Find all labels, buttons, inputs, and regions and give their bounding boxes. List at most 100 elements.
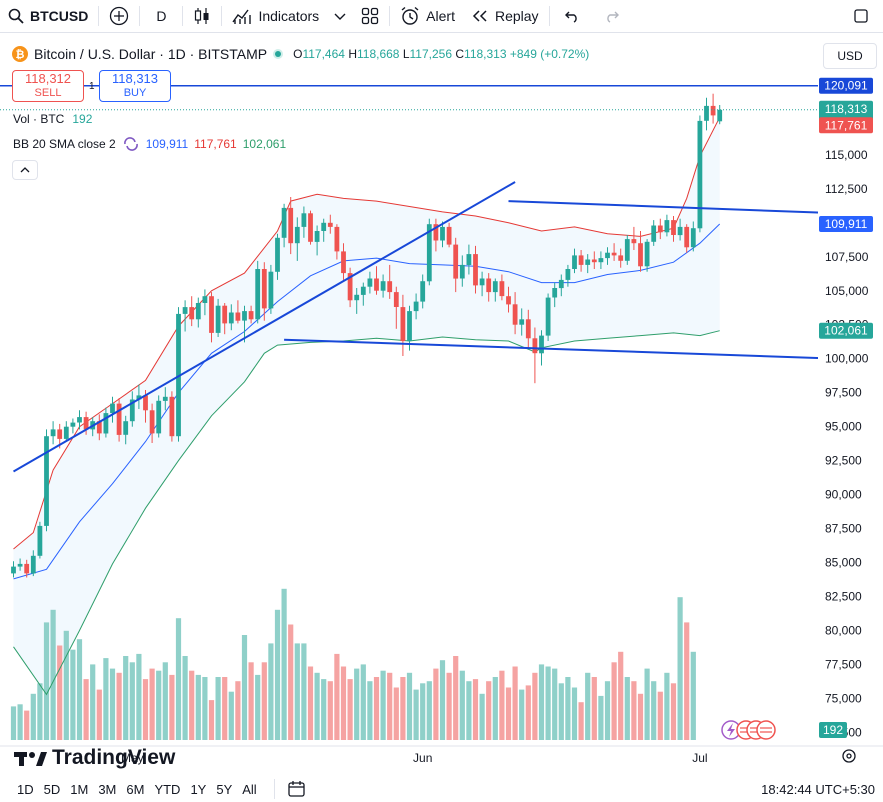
candle (578, 250, 584, 272)
range-ytd[interactable]: YTD (154, 781, 181, 797)
candle (638, 231, 643, 272)
indicator-templates-button[interactable] (327, 0, 353, 32)
rewind-icon (472, 10, 487, 22)
replay-button[interactable]: Replay (463, 0, 547, 32)
volume-bar (380, 670, 386, 740)
sell-button[interactable]: 118,312 SELL (12, 70, 84, 102)
candle (413, 293, 419, 320)
trendline (13, 181, 516, 473)
bb-upper-line (13, 117, 721, 550)
range-5y[interactable]: 5Y (216, 781, 233, 797)
candle (519, 308, 525, 336)
range-1m[interactable]: 1M (70, 781, 89, 797)
candle (367, 271, 373, 294)
indicators-button[interactable]: Indicators (224, 0, 327, 32)
candle (558, 274, 564, 297)
candle (671, 216, 676, 242)
symbol-search[interactable]: BTCUSD (0, 0, 96, 32)
volume-bar (571, 687, 578, 740)
volume-bar (37, 683, 43, 740)
candle (83, 411, 89, 435)
chart-type-button[interactable] (185, 0, 219, 32)
candle (308, 210, 313, 245)
candle-body (143, 395, 148, 411)
candle (37, 521, 43, 559)
layouts-button[interactable] (353, 0, 387, 32)
us-flag-event-icon (756, 720, 776, 740)
volume-bar (393, 687, 399, 740)
buy-button[interactable]: 118,313 BUY (99, 70, 171, 102)
volume-bar (83, 679, 89, 740)
chart-settings-icon[interactable] (842, 749, 856, 763)
range-1y[interactable]: 1Y (190, 781, 207, 797)
sell-label: SELL (34, 87, 62, 99)
candle-body (710, 105, 716, 116)
candle-body (228, 312, 234, 324)
candle (677, 218, 683, 241)
volume-bar (301, 643, 307, 740)
range-5d[interactable]: 5D (43, 781, 61, 797)
candle (697, 115, 703, 233)
bb-lower-price-tag: 102,061 (824, 324, 868, 338)
candle-body (360, 286, 366, 295)
fullscreen-button[interactable] (839, 0, 883, 32)
candle (453, 237, 459, 293)
volume-bar (532, 672, 538, 740)
candle (281, 203, 287, 248)
chevron-down-icon (334, 13, 346, 20)
refresh-icon[interactable] (120, 136, 142, 152)
volume-bar (472, 679, 479, 740)
trendline (508, 200, 883, 216)
candle (182, 300, 188, 332)
volume-bar (367, 681, 373, 740)
bb-lower-value: 102,061 (242, 137, 287, 151)
candle-body (189, 307, 195, 320)
candle-body (44, 436, 49, 526)
redo-button[interactable] (592, 0, 632, 32)
range-6m[interactable]: 6M (126, 781, 145, 797)
interval-button[interactable]: D (156, 8, 167, 24)
candle (426, 218, 432, 286)
volume-bar (215, 677, 221, 740)
undo-button[interactable] (552, 0, 592, 32)
volume-bar (70, 649, 76, 740)
collapse-legend-button[interactable] (12, 160, 38, 180)
clock-timezone[interactable]: 18:42:44 UTC+5:30 (761, 781, 875, 797)
volume-bar (479, 693, 485, 740)
calendar-range-icon[interactable] (287, 780, 307, 798)
range-3m[interactable]: 3M (98, 781, 117, 797)
divider (389, 6, 391, 26)
volume-bar (294, 643, 300, 740)
candle-body (407, 311, 412, 341)
volume-bar (17, 704, 23, 740)
chart-pane[interactable]: 120,000117,500115,000112,500110,000107,5… (0, 38, 883, 769)
candle-body (677, 226, 683, 236)
candle-body (63, 426, 69, 439)
range-all[interactable]: All (242, 781, 257, 797)
alert-label: Alert (426, 8, 455, 24)
candle (96, 414, 102, 441)
price-chart[interactable]: 120,000117,500115,000112,500110,000107,5… (0, 38, 883, 768)
candle-body (149, 410, 155, 434)
candle-body (255, 269, 261, 320)
range-1d[interactable]: 1D (17, 781, 34, 797)
candle-body (156, 400, 162, 434)
y-tick-label: 77,500 (825, 658, 862, 672)
currency-button[interactable]: USD (823, 43, 877, 69)
candle-body (57, 429, 63, 439)
volume-bar (347, 679, 353, 740)
alert-button[interactable]: Alert (392, 0, 463, 32)
candle (585, 254, 591, 274)
volume-bar (545, 666, 551, 740)
candle (525, 309, 531, 348)
volume-bar (604, 681, 611, 740)
undo-icon (564, 11, 577, 23)
volume-bar (591, 677, 597, 740)
compare-button[interactable] (101, 0, 137, 32)
candle (611, 243, 617, 261)
volume-bar (96, 689, 102, 740)
candle (664, 214, 670, 237)
high-value: 118,668 (356, 47, 400, 61)
candle (492, 278, 498, 302)
candle-body (506, 296, 511, 305)
